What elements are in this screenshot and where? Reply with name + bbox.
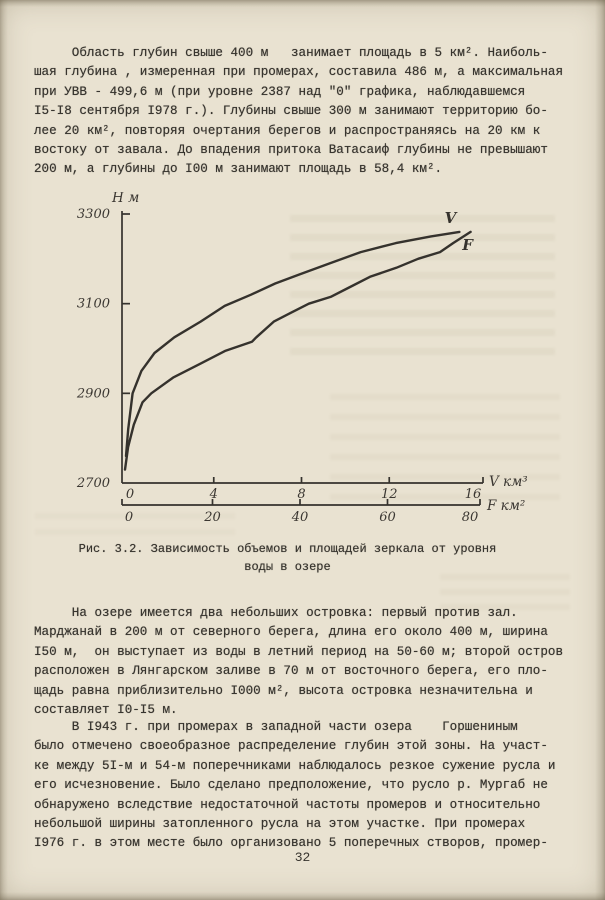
y-tick-label: 2700 xyxy=(76,476,110,491)
f-tick-label: 20 xyxy=(203,510,221,525)
f-tick-label: 80 xyxy=(462,510,479,525)
v-axis-label: V км³ xyxy=(489,474,528,490)
y-tick-label: 2900 xyxy=(76,386,110,401)
page-number: 32 xyxy=(294,850,311,865)
figure-3-2: 2700 2900 3100 3300 Н м 0 4 8 12 16 V км³ 0 20 40 60 80… xyxy=(55,190,555,542)
v-tick-label: 16 xyxy=(465,487,482,502)
v-tick-label: 0 xyxy=(126,487,134,502)
paragraph-depths: Область глубин свыше 400 м занимает площ… xyxy=(34,46,564,177)
scan-edge-shadow-right xyxy=(595,0,605,900)
curve-V xyxy=(124,230,461,458)
v-tick-label: 8 xyxy=(297,487,305,502)
f-tick-label: 40 xyxy=(291,510,309,525)
scan-edge-shadow-left xyxy=(0,0,8,900)
series-label-F: F xyxy=(461,236,474,254)
f-axis-label: F км² xyxy=(486,498,525,514)
scan-edge-shadow-bottom xyxy=(0,892,605,900)
f-tick-label: 60 xyxy=(379,510,396,525)
v-tick-label: 12 xyxy=(381,487,398,502)
y-tick-label: 3300 xyxy=(77,207,110,222)
paragraph-1943-soundings: В I943 г. при промерах в западной части … xyxy=(34,720,556,851)
y-tick-label: 3100 xyxy=(77,297,110,312)
v-tick-label: 4 xyxy=(209,487,218,502)
series-label-V: V xyxy=(445,209,458,227)
scan-edge-shadow-top xyxy=(0,0,605,7)
f-tick-label: 0 xyxy=(125,510,133,525)
paragraph-islands: На озере имеется два небольших островка:… xyxy=(34,606,564,718)
curve-F xyxy=(123,230,472,471)
y-axis-label: Н м xyxy=(111,192,139,206)
figure-caption: Рис. 3.2. Зависимость объемов и площадей… xyxy=(78,542,497,574)
